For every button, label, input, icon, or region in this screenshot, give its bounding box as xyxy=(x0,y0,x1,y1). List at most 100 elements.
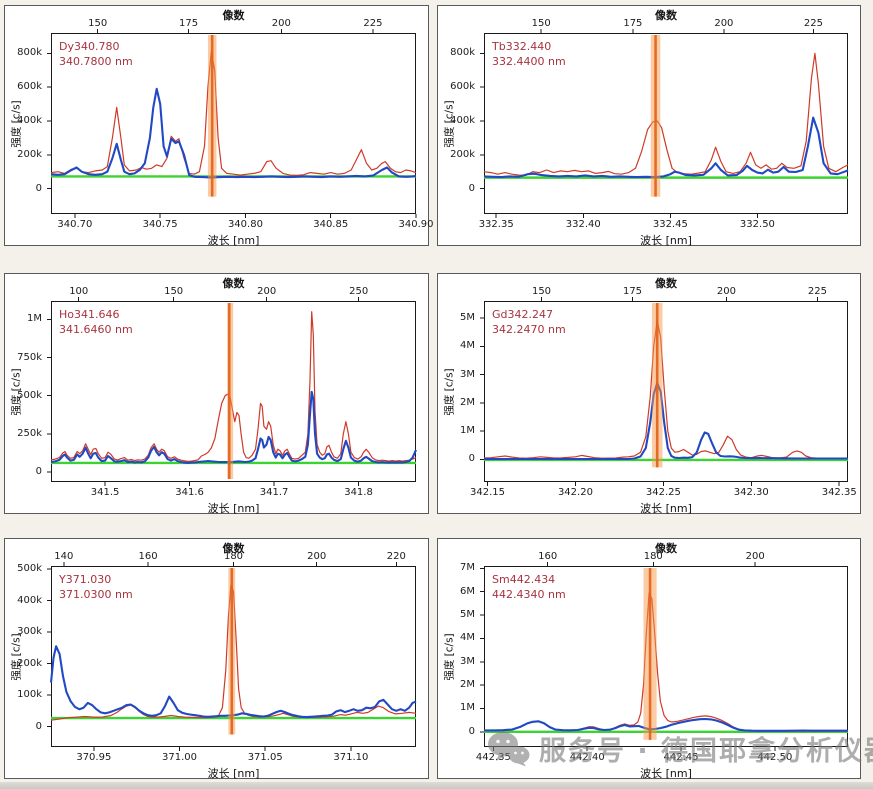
spectrum-plot[interactable] xyxy=(480,297,848,486)
wavelength-axis-label: 波长 [nm] xyxy=(207,234,260,247)
pixel-count-tick-label: 140 xyxy=(54,551,74,562)
pixel-count-tick-label: 250 xyxy=(349,286,369,297)
wavelength-tick-label: 332.45 xyxy=(652,219,688,230)
pixel-count-tick-label: 180 xyxy=(643,551,663,562)
analyte-annotation: Y371.030 371.0300 nm xyxy=(59,572,133,603)
wavelength-tick-label: 342.35 xyxy=(821,487,857,498)
pixel-count-tick-label: 175 xyxy=(622,286,643,297)
intensity-tick-label: 600k xyxy=(450,81,475,93)
pixel-count-tick-label: 225 xyxy=(803,18,823,29)
wavelength-axis-label: 波长 [nm] xyxy=(207,767,260,780)
intensity-tick-label: 800k xyxy=(17,47,42,59)
pixel-count-tick-label: 220 xyxy=(386,551,406,562)
pixel-count-axis-label: 像数 xyxy=(222,277,245,290)
wavelength-tick-label: 370.95 xyxy=(76,752,112,763)
wavelength-tick-label: 342.15 xyxy=(470,487,506,498)
intensity-tick-label: 1M xyxy=(460,702,475,714)
pixel-count-tick-label: 100 xyxy=(69,286,89,297)
intensity-tick-label: 7M xyxy=(460,562,475,574)
intensity-tick-label: 400k xyxy=(17,114,42,126)
analyte-name: Ho341.646 xyxy=(59,308,120,321)
spectrum-plot[interactable] xyxy=(47,29,417,218)
pixel-count-axis-label: 像数 xyxy=(655,277,677,290)
pixel-count-axis-label: 像数 xyxy=(655,542,677,555)
intensity-tick-label: 200k xyxy=(17,148,42,160)
pixel-count-tick-label: 200 xyxy=(271,18,291,29)
analyte-wavelength: 442.4340 nm xyxy=(492,588,566,602)
intensity-tick-label: 0 xyxy=(468,725,475,737)
tick-marks xyxy=(480,562,776,751)
tick-marks xyxy=(47,562,397,751)
analyte-annotation: Gd342.247 342.2470 nm xyxy=(492,307,566,338)
wavelength-tick-label: 371.10 xyxy=(333,752,369,763)
intensity-tick-label: 4M xyxy=(460,340,475,352)
intensity-tick-label: 5M xyxy=(460,311,475,323)
pixel-count-tick-label: 180 xyxy=(223,551,244,562)
analyte-annotation: Dy340.780 340.7800 nm xyxy=(59,39,133,70)
wavelength-tick-label: 371.05 xyxy=(247,752,283,763)
intensity-tick-label: 800k xyxy=(450,47,475,59)
intensity-tick-label: 4M xyxy=(460,632,475,644)
pixel-count-tick-label: 200 xyxy=(745,551,765,562)
wavelength-tick-label: 442.50 xyxy=(757,752,793,763)
spectrum-panel-dy340: 像数 150 175 200 225 Dy340.780 340.7800 nm 0 200k 4… xyxy=(4,5,434,247)
tick-marks xyxy=(47,29,417,218)
blue-spectrum-line xyxy=(483,381,848,461)
spectrum-plot[interactable] xyxy=(480,29,849,218)
analyte-wavelength: 371.0300 nm xyxy=(59,588,133,602)
pixel-count-axis-label: 像数 xyxy=(222,9,245,22)
intensity-tick-label: 6M xyxy=(460,585,475,597)
spectrum-plot[interactable] xyxy=(47,297,417,486)
wavelength-tick-label: 340.80 xyxy=(227,219,263,230)
intensity-tick-label: 5M xyxy=(460,609,475,621)
wavelength-axis-label: 波长 [nm] xyxy=(640,234,692,247)
analyte-annotation: Tb332.440 332.4400 nm xyxy=(492,39,566,70)
pixel-count-axis-label: 像数 xyxy=(655,9,677,22)
pixel-count-tick-label: 175 xyxy=(623,18,643,29)
pixel-count-tick-label: 200 xyxy=(257,286,277,297)
pixel-count-tick-label: 160 xyxy=(138,551,158,562)
plot-border xyxy=(51,33,416,214)
pixel-count-tick-label: 175 xyxy=(179,18,199,29)
wavelength-tick-label: 371.00 xyxy=(162,752,198,763)
intensity-tick-label: 200k xyxy=(17,657,42,669)
tick-marks xyxy=(480,297,840,486)
spectrum-panel-gd342: 像数 150 175 200 225 Gd342.247 342.2470 nm 0 1M 2M 3… xyxy=(437,273,861,515)
intensity-axis-label: 强度 [c/s] xyxy=(443,367,456,416)
tick-marks xyxy=(47,297,360,486)
wavelength-axis-label: 波长 [nm] xyxy=(640,502,692,515)
plot-border xyxy=(484,566,848,747)
intensity-axis-label: 强度 [c/s] xyxy=(443,99,456,148)
spectrum-plot[interactable] xyxy=(480,562,848,751)
wavelength-tick-label: 342.20 xyxy=(557,487,593,498)
pixel-count-tick-label: 150 xyxy=(531,18,551,29)
intensity-axis-label: 强度 [c/s] xyxy=(10,99,23,148)
analyte-name: Tb332.440 xyxy=(492,40,552,53)
spectrum-plot[interactable] xyxy=(47,562,417,751)
intensity-tick-label: 500k xyxy=(17,389,42,401)
intensity-tick-label: 750k xyxy=(17,351,42,363)
plot-border xyxy=(484,301,848,482)
intensity-tick-label: 400k xyxy=(450,114,475,126)
wavelength-tick-label: 341.7 xyxy=(259,487,289,498)
spectrum-panel-y371: 像数 140 160 180 200 220 Y371.030 371.0300 nm 0 100… xyxy=(4,538,429,780)
plot-border xyxy=(51,301,416,482)
tick-marks xyxy=(480,29,814,218)
blue-spectrum-line xyxy=(50,87,417,179)
pixel-count-tick-label: 200 xyxy=(716,286,736,297)
plot-border xyxy=(484,33,848,214)
intensity-tick-label: 400k xyxy=(17,594,42,606)
intensity-tick-label: 1M xyxy=(460,425,475,437)
wavelength-tick-label: 332.50 xyxy=(739,219,775,230)
wavelength-tick-label: 340.85 xyxy=(313,219,349,230)
intensity-tick-label: 3M xyxy=(460,655,475,667)
analyte-name: Gd342.247 xyxy=(492,308,553,321)
intensity-tick-label: 1M xyxy=(27,313,42,325)
analyte-annotation: Ho341.646 341.6460 nm xyxy=(59,307,133,338)
analyte-wavelength: 332.4400 nm xyxy=(492,55,566,69)
intensity-tick-label: 0 xyxy=(35,182,42,194)
intensity-tick-label: 0 xyxy=(35,466,42,478)
wavelength-tick-label: 342.30 xyxy=(733,487,769,498)
analyte-wavelength: 342.2470 nm xyxy=(492,323,566,337)
intensity-axis-label: 强度 [c/s] xyxy=(10,367,23,416)
